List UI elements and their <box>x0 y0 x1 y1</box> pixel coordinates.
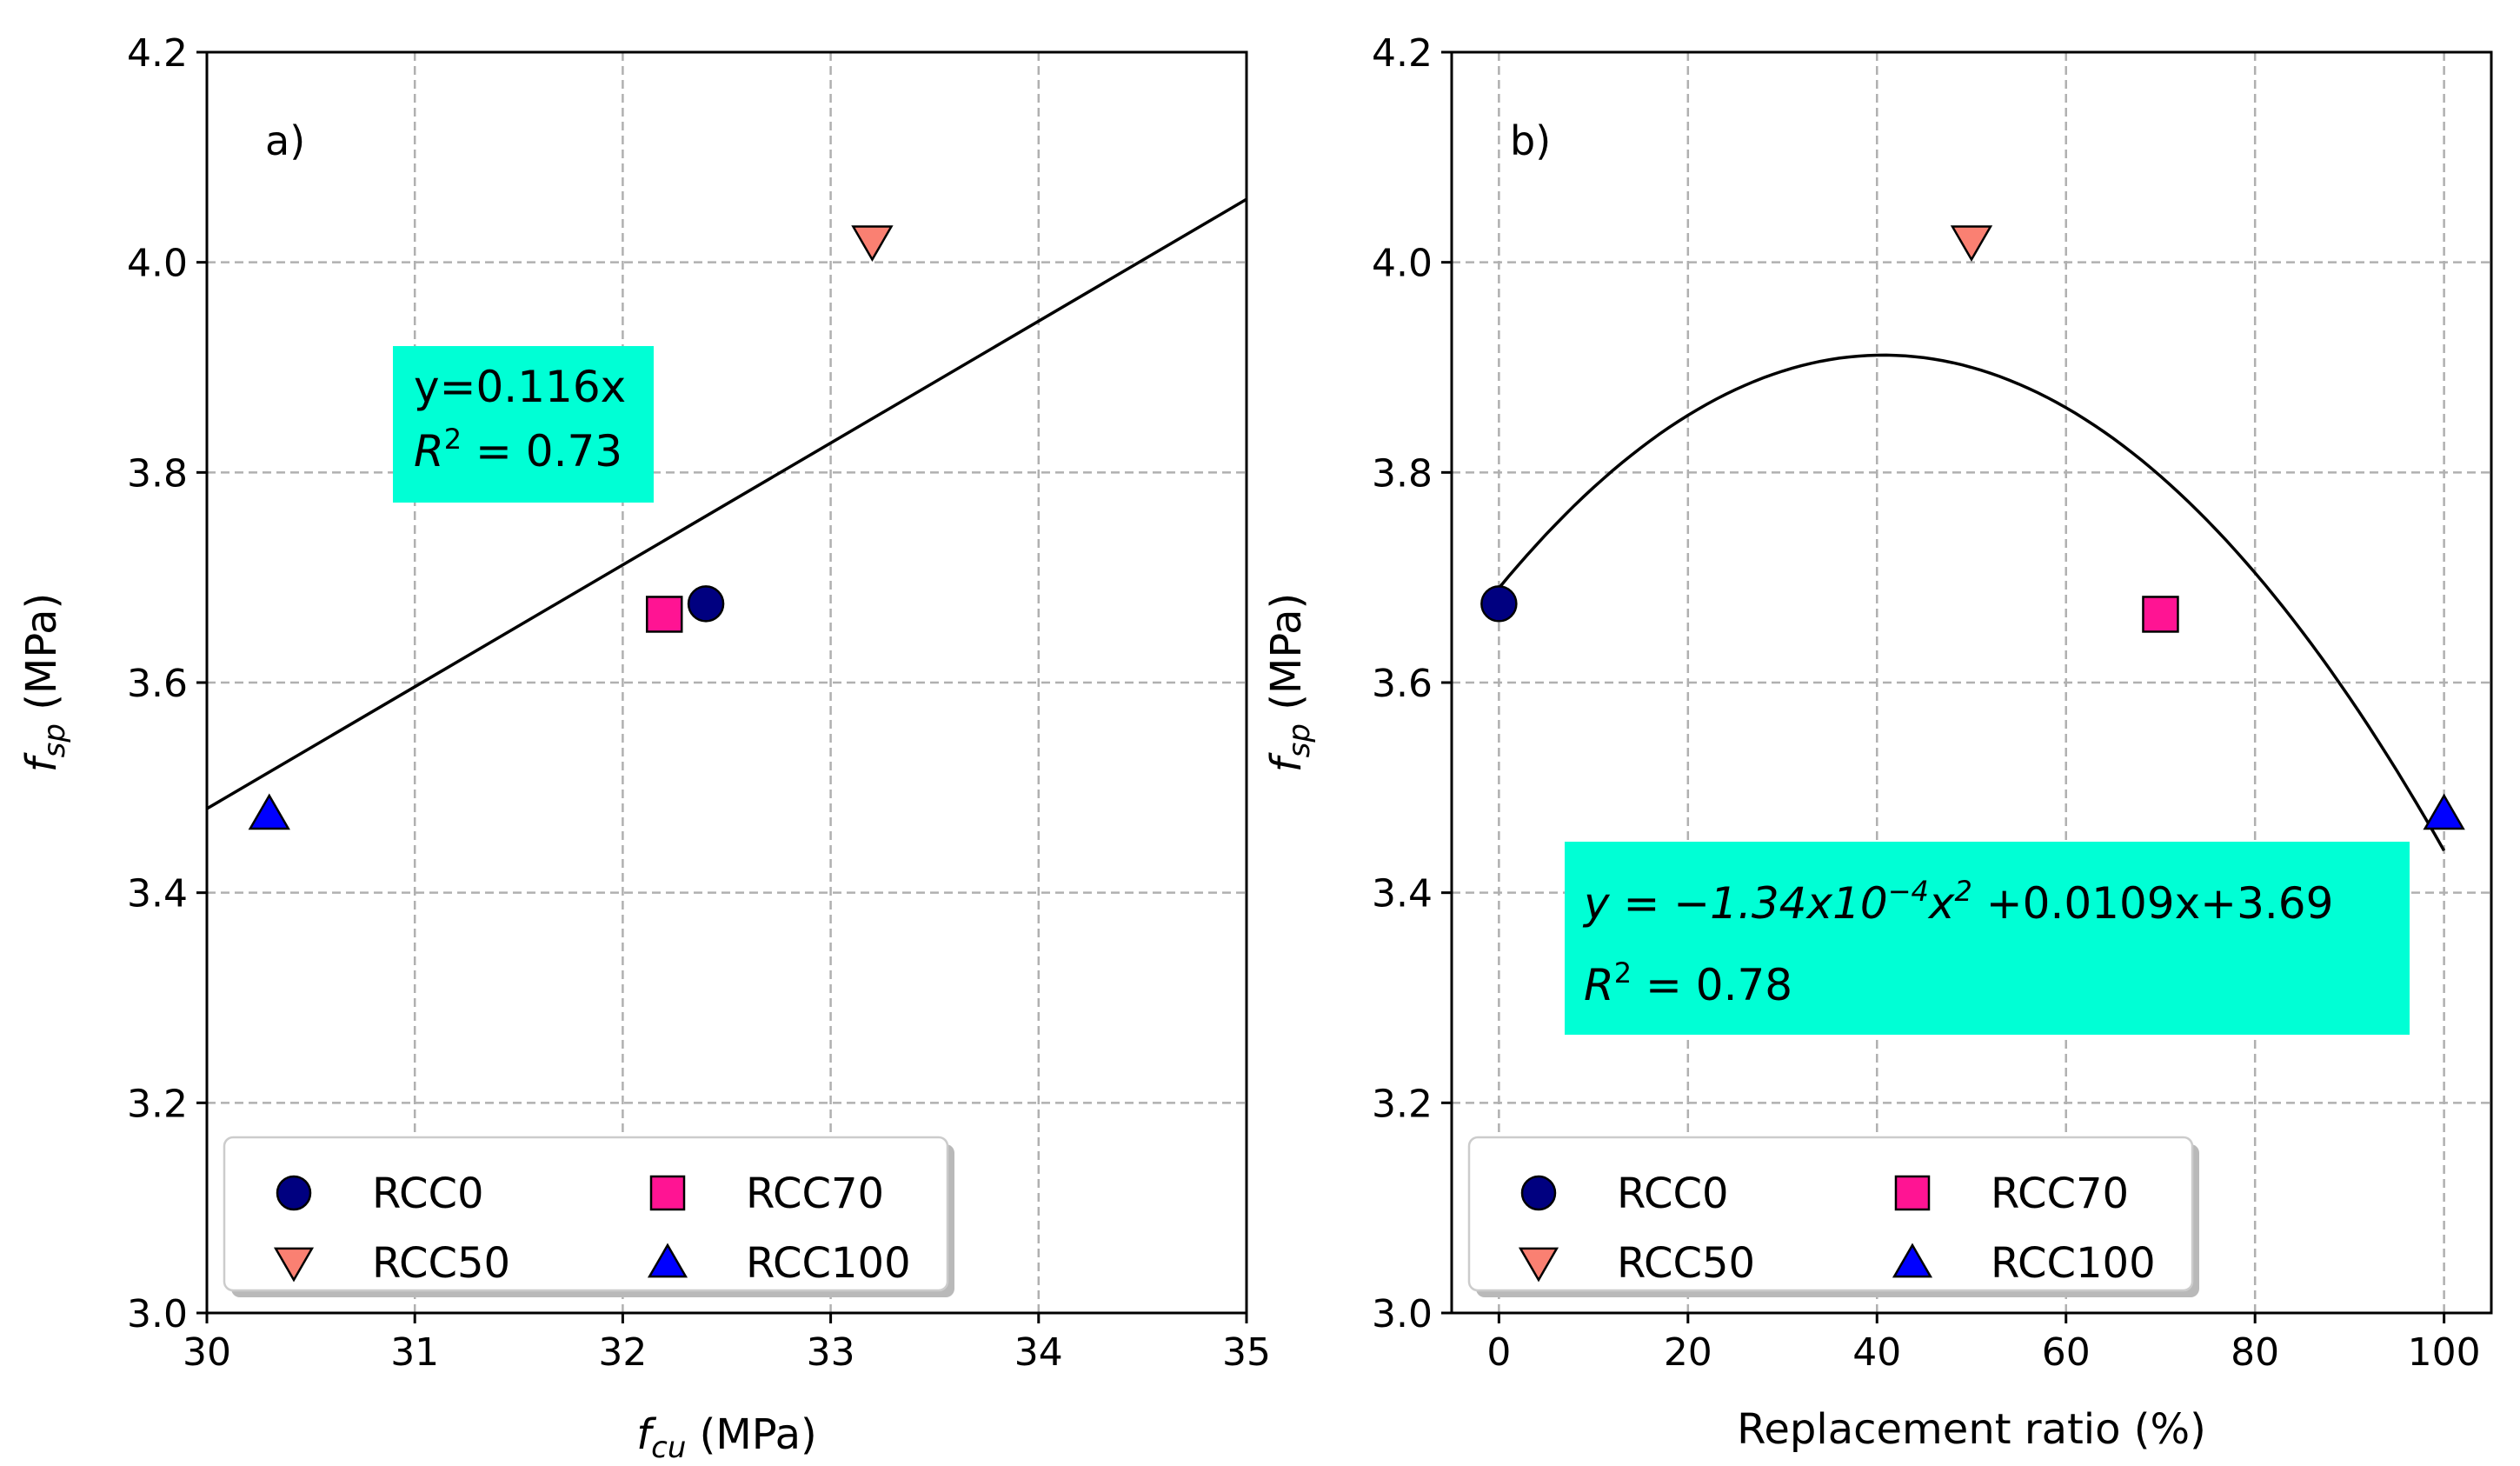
x-tick-label: 31 <box>390 1330 439 1375</box>
y-tick-label: 3.2 <box>127 1082 188 1126</box>
legend-b: RCC0 RCC70 RCC50 RCC100 <box>1467 1136 2199 1297</box>
y-axis-label-a: fsp (MPa) <box>17 593 72 773</box>
legend-label-rcc70: RCC70 <box>1991 1169 2129 1218</box>
eq-b-sup2: 2 <box>1954 875 1971 908</box>
y-tick-label: 3.4 <box>1372 872 1433 916</box>
x-tick-label: 0 <box>1486 1330 1511 1375</box>
data-points-a <box>248 225 894 830</box>
equation-box-b-bg <box>1565 842 2410 1035</box>
y-tick-label: 4.0 <box>1372 242 1433 286</box>
legend-label-rcc0: RCC0 <box>372 1169 484 1218</box>
x-tick-label: 30 <box>183 1330 231 1375</box>
y-tick-label: 3.0 <box>1372 1292 1433 1336</box>
r2-sup: 2 <box>1614 956 1632 990</box>
y-tick-label: 3.6 <box>1372 662 1433 706</box>
x-tick-label: 32 <box>598 1330 647 1375</box>
legend-b-box <box>1467 1136 2194 1292</box>
eq-b-math: y = −1.34x10 <box>1582 878 1888 929</box>
point-rcc50 <box>1950 225 1993 262</box>
legend-label-rcc50: RCC50 <box>372 1239 510 1288</box>
y-label-unit: (MPa) <box>1262 593 1311 723</box>
x-label-unit: (MPa) <box>686 1410 816 1459</box>
y-tick-label: 3.4 <box>127 872 188 916</box>
panel-label-b: b) <box>1510 117 1551 164</box>
x-tick-label: 80 <box>2231 1330 2279 1375</box>
y-tick-label: 3.6 <box>127 662 188 706</box>
fit-curve <box>1498 353 2446 852</box>
r2-value: = 0.73 <box>462 426 622 476</box>
x-tick-label: 40 <box>1852 1330 1901 1375</box>
legend-label-rcc0: RCC0 <box>1617 1169 1729 1218</box>
y-label-sub: sp <box>37 723 72 757</box>
legend-marker-rcc0 <box>276 1175 312 1211</box>
x-tick-label: 34 <box>1014 1330 1063 1375</box>
equation-box-a-bg <box>393 346 654 503</box>
equation-box-a: y=0.116x R2 = 0.73 <box>393 346 654 503</box>
eq-b-x: x <box>1927 878 1955 929</box>
y-axis-label-b: fsp (MPa) <box>1262 593 1317 773</box>
eq-b-sup1: −4 <box>1888 875 1929 908</box>
r2-label: R <box>1584 960 1614 1010</box>
eq-b-tail: +0.0109x+3.69 <box>1972 878 2334 929</box>
r2-sup: 2 <box>444 423 462 456</box>
y-tick-label: 4.0 <box>127 242 188 286</box>
legend-marker-rcc100 <box>647 1243 688 1278</box>
legend-a: RCC0 RCC70 RCC50 RCC100 <box>223 1136 954 1297</box>
point-rcc0 <box>687 585 725 623</box>
x-tick-label: 100 <box>2408 1330 2481 1375</box>
point-rcc70 <box>645 596 683 633</box>
equation-a-line1: y=0.116x <box>414 362 626 412</box>
fit-line <box>206 197 1247 810</box>
legend-marker-rcc70 <box>649 1175 686 1211</box>
fit-line-a <box>206 197 1247 810</box>
y-tick-label: 3.2 <box>1372 1082 1433 1126</box>
legend-marker-rcc100 <box>1892 1243 1933 1278</box>
legend-marker-rcc0 <box>1520 1175 1557 1211</box>
x-tick-label: 33 <box>807 1330 855 1375</box>
y-label-sub: sp <box>1282 723 1317 757</box>
equation-a-r2: R2 = 0.73 <box>414 423 622 476</box>
panel-b: y = −1.34x10−4x2 +0.0109x+3.69 R2 = 0.78… <box>1262 31 2493 1454</box>
y-tick-label: 4.2 <box>127 31 188 76</box>
y-tick-label: 3.0 <box>127 1292 188 1336</box>
legend-a-box <box>223 1136 949 1292</box>
fit-curve-b <box>1498 353 2446 852</box>
point-rcc100 <box>248 793 290 830</box>
ticks-b: 0 20 40 60 80 100 3.0 3.2 3.4 3.6 3.8 4.0 4.2 <box>1372 31 2481 1375</box>
x-tick-label: 60 <box>2042 1330 2091 1375</box>
legend-label-rcc100: RCC100 <box>1991 1239 2156 1288</box>
legend-marker-rcc50 <box>273 1247 315 1283</box>
point-rcc100 <box>2423 793 2465 830</box>
legend-marker-rcc50 <box>1518 1247 1559 1283</box>
x-tick-label: 20 <box>1664 1330 1712 1375</box>
equation-b-r2: R2 = 0.78 <box>1584 956 1792 1010</box>
y-label-unit: (MPa) <box>17 593 66 723</box>
equation-b-line1: y = −1.34x10−4x2 +0.0109x+3.69 <box>1582 875 2333 929</box>
equation-box-b: y = −1.34x10−4x2 +0.0109x+3.69 R2 = 0.78 <box>1565 842 2410 1035</box>
point-rcc0 <box>1480 585 1518 623</box>
y-tick-label: 3.8 <box>127 451 188 496</box>
panel-a: y=0.116x R2 = 0.73 30 31 32 33 34 35 3.0 3.2 3.4… <box>17 31 1271 1465</box>
r2-value: = 0.78 <box>1632 960 1792 1010</box>
point-rcc50 <box>851 225 894 262</box>
point-rcc70 <box>2142 596 2179 633</box>
legend-marker-rcc70 <box>1894 1175 1931 1211</box>
y-tick-label: 3.8 <box>1372 451 1433 496</box>
r2-label: R <box>414 426 444 476</box>
x-axis-label-b: Replacement ratio (%) <box>1737 1405 2206 1454</box>
legend-label-rcc50: RCC50 <box>1617 1239 1755 1288</box>
x-tick-label: 35 <box>1222 1330 1271 1375</box>
y-tick-label: 4.2 <box>1372 31 1433 76</box>
legend-label-rcc100: RCC100 <box>746 1239 911 1288</box>
legend-label-rcc70: RCC70 <box>746 1169 884 1218</box>
panel-label-a: a) <box>265 117 305 164</box>
ticks-a: 30 31 32 33 34 35 3.0 3.2 3.4 3.6 3.8 4.0 4.2 <box>127 31 1271 1375</box>
x-label-sub: cu <box>651 1430 686 1465</box>
x-axis-label-a: fcu (MPa) <box>636 1410 816 1465</box>
data-points-b <box>1480 225 2465 830</box>
grid-a <box>207 52 1247 1313</box>
